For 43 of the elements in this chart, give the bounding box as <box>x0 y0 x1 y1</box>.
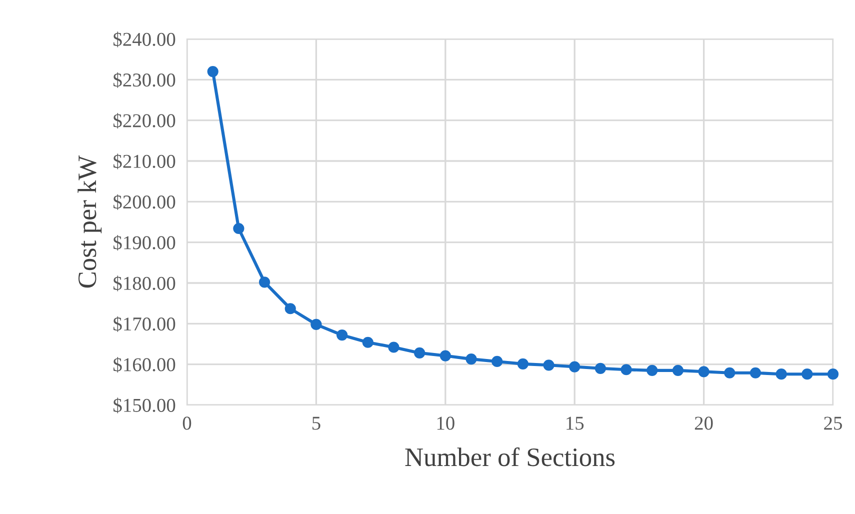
point <box>414 347 426 359</box>
x-tick-label: 20 <box>694 416 713 430</box>
y-tick-label: $210.00 <box>114 154 176 170</box>
y-tick-label: $220.00 <box>114 113 176 129</box>
point <box>620 364 632 376</box>
point <box>336 329 348 341</box>
point <box>776 368 787 380</box>
point <box>827 368 839 380</box>
y-tick-label: $160.00 <box>114 357 176 373</box>
y-tick-label: $170.00 <box>114 316 176 332</box>
point <box>517 358 528 370</box>
point <box>258 276 270 288</box>
point <box>440 350 451 362</box>
point <box>724 367 736 378</box>
point <box>594 362 606 374</box>
x-tick-label: 0 <box>182 416 192 430</box>
point <box>492 356 503 368</box>
point <box>569 361 580 372</box>
y-tick-label: $240.00 <box>114 32 176 48</box>
x-tick-label: 10 <box>437 416 454 430</box>
point <box>207 66 218 78</box>
x-tick-label: 5 <box>312 416 320 430</box>
point <box>802 368 813 380</box>
y-axis-title: Cost per kW <box>78 155 102 288</box>
point <box>672 364 684 376</box>
x-tick-label: 15 <box>566 416 584 430</box>
point <box>543 360 554 371</box>
point <box>233 222 244 234</box>
point <box>388 342 400 353</box>
y-tick-label: $180.00 <box>114 276 176 292</box>
point <box>284 303 296 314</box>
y-tick-label: $150.00 <box>114 398 176 414</box>
point <box>310 318 322 330</box>
y-tick-label: $200.00 <box>114 194 176 210</box>
x-tick-label: 25 <box>824 416 842 430</box>
point <box>362 336 374 348</box>
point <box>646 364 658 376</box>
x-axis-title: Number of Sections <box>405 447 615 466</box>
point <box>698 366 710 378</box>
point <box>466 353 477 365</box>
point <box>750 367 762 378</box>
y-tick-label: $190.00 <box>114 235 176 251</box>
y-tick-label: $230.00 <box>114 72 176 88</box>
